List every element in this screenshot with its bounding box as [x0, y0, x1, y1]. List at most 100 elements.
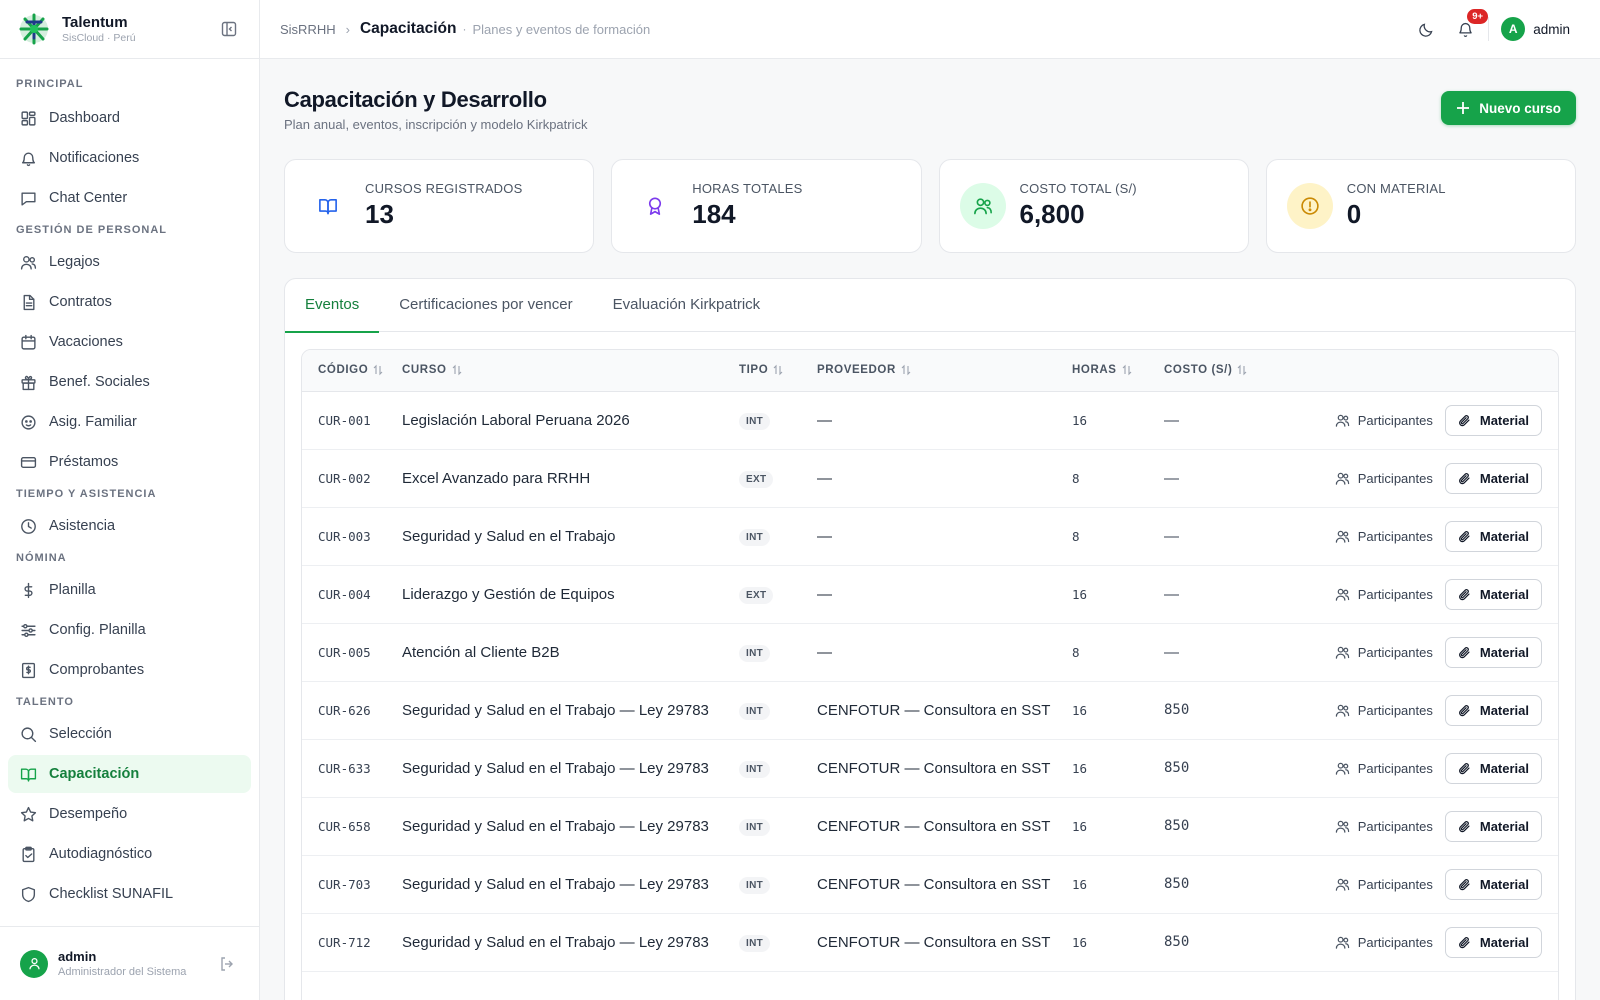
header-user-name[interactable]: admin [1533, 21, 1570, 37]
stat-icon [1286, 183, 1333, 229]
sidebar-item-label: Préstamos [49, 454, 119, 470]
material-button[interactable]: Material [1444, 694, 1542, 726]
participants-button[interactable]: Participantes [1335, 645, 1433, 660]
column-header-tipo[interactable]: TIPO [739, 350, 817, 392]
column-header-label: CÓDIGO [318, 364, 369, 377]
sidebar-user: admin Administrador del Sistema [0, 926, 259, 1000]
dashboard-icon [21, 110, 36, 126]
tab-eventos[interactable]: Eventos [285, 279, 380, 333]
sidebar-item-chat-center[interactable]: Chat Center [8, 179, 251, 217]
sidebar-item-asistencia[interactable]: Asistencia [8, 507, 251, 545]
new-course-button[interactable]: Nuevo curso [1441, 91, 1576, 125]
type-badge: EXT [739, 586, 774, 604]
cell-code: CUR-626 [302, 681, 402, 740]
sidebar-item-vacaciones[interactable]: Vacaciones [8, 323, 251, 361]
participants-label: Participantes [1357, 644, 1433, 660]
cell-course: Seguridad y Salud en el Trabajo — Ley 29… [402, 913, 739, 972]
users-icon [20, 255, 37, 270]
column-header-label: PROVEEDOR [817, 364, 896, 377]
sidebar-item-label: Benef. Sociales [49, 374, 150, 390]
cell-cost: — [1164, 623, 1294, 682]
breadcrumb-root[interactable]: SisRRHH [280, 21, 336, 37]
sidebar-user-role: Administrador del Sistema [58, 965, 187, 978]
nav-section-title: GESTIÓN DE PERSONAL [16, 224, 168, 236]
sidebar-item-dashboard[interactable]: Dashboard [8, 99, 251, 137]
cell-hours: 16 [1072, 739, 1164, 798]
participants-button[interactable]: Participantes [1335, 761, 1433, 776]
material-button[interactable]: Material [1444, 462, 1542, 494]
material-button[interactable]: Material [1444, 868, 1542, 900]
file-icon [23, 294, 35, 310]
sidebar-item-legajos[interactable]: Legajos [8, 243, 251, 281]
participants-button[interactable]: Participantes [1335, 935, 1433, 950]
material-button[interactable]: Material [1444, 636, 1542, 668]
participants-button[interactable]: Participantes [1335, 413, 1433, 428]
participants-button[interactable]: Participantes [1335, 587, 1433, 602]
sidebar-item-autodiagnostico[interactable]: Autodiagnóstico [8, 835, 251, 873]
column-header-horas[interactable]: HORAS [1072, 350, 1164, 392]
participants-button[interactable]: Participantes [1335, 877, 1433, 892]
header-avatar[interactable]: A [1501, 17, 1526, 41]
stat-card-cursos-registrados: CURSOS REGISTRADOS 13 [284, 159, 595, 253]
tab-evaluacion-kirkpatrick[interactable]: Evaluación Kirkpatrick [612, 296, 761, 313]
cell-code: CUR-658 [302, 797, 402, 856]
sidebar-item-benef-sociales[interactable]: Benef. Sociales [8, 363, 251, 401]
sidebar-item-label: Asig. Familiar [49, 414, 137, 430]
main-content: Capacitación y Desarrollo Plan anual, ev… [260, 59, 1600, 1000]
cell-course: Seguridad y Salud en el Trabajo — Ley 29… [402, 739, 739, 798]
column-header-codigo[interactable]: CÓDIGO [302, 350, 402, 392]
sort-icon [773, 364, 783, 376]
material-button[interactable]: Material [1444, 578, 1542, 610]
sidebar-item-notificaciones[interactable]: Notificaciones [8, 139, 251, 177]
sidebar-item-label: Vacaciones [49, 334, 123, 350]
sidebar-item-planilla[interactable]: Planilla [8, 571, 251, 609]
material-button[interactable]: Material [1444, 404, 1542, 436]
notifications-button[interactable]: 9+ [1457, 8, 1489, 38]
participants-button[interactable]: Participantes [1335, 529, 1433, 544]
sidebar-item-asig-familiar[interactable]: Asig. Familiar [8, 403, 251, 441]
sidebar-collapse-icon[interactable] [221, 21, 237, 37]
material-label: Material [1479, 644, 1529, 660]
participants-button[interactable]: Participantes [1335, 819, 1433, 834]
sidebar-user-name: admin [58, 948, 97, 964]
sidebar-item-config-planilla[interactable]: Config. Planilla [8, 611, 251, 649]
stats-row: CURSOS REGISTRADOS 13 HORAS TOTALES 184 COST… [284, 159, 1576, 253]
column-header-proveedor[interactable]: PROVEEDOR [817, 350, 1072, 392]
type-badge: INT [739, 760, 771, 778]
sidebar-item-prestamos[interactable]: Préstamos [8, 443, 251, 481]
participants-button[interactable]: Participantes [1335, 703, 1433, 718]
material-label: Material [1479, 470, 1529, 486]
tab-certificaciones-por-vencer[interactable]: Certificaciones por vencer [399, 296, 573, 313]
sidebar-item-contratos[interactable]: Contratos [8, 283, 251, 321]
material-button[interactable]: Material [1444, 810, 1542, 842]
column-header-label: TIPO [739, 364, 769, 377]
table-row: CUR-002 Excel Avanzado para RRHH EXT —8— Par… [302, 449, 1558, 508]
material-label: Material [1479, 702, 1529, 718]
material-button[interactable]: Material [1444, 520, 1542, 552]
sidebar-item-desempeno[interactable]: Desempeño [8, 795, 251, 833]
moon-icon[interactable] [1418, 21, 1435, 38]
sidebar-item-comprobantes[interactable]: Comprobantes [8, 651, 251, 689]
participants-label: Participantes [1357, 934, 1433, 950]
sidebar-item-capacitacion[interactable]: Capacitación [8, 755, 251, 793]
sidebar-item-checklist-sunafil[interactable]: Checklist SUNAFIL [8, 875, 251, 913]
material-button[interactable]: Material [1444, 752, 1542, 784]
table-header-row: CÓDIGO CURSO TIPO PROVEEDOR HORAS COSTO (S/) [302, 350, 1558, 392]
column-header-curso[interactable]: CURSO [402, 350, 739, 392]
material-button[interactable]: Material [1444, 926, 1542, 958]
sidebar-item-label: Autodiagnóstico [49, 846, 153, 862]
participants-button[interactable]: Participantes [1335, 471, 1433, 486]
sidebar-item-label: Notificaciones [49, 150, 140, 166]
users-icon [1335, 936, 1349, 949]
type-badge: INT [739, 644, 771, 662]
sidebar-item-seleccion[interactable]: Selección [8, 715, 251, 753]
logout-icon[interactable] [219, 956, 235, 972]
cell-provider: — [817, 391, 1072, 450]
cell-provider: CENFOTUR — Consultora en SST [817, 913, 1072, 972]
sidebar-item-label: Capacitación [49, 766, 140, 782]
page-subtitle: Plan anual, eventos, inscripción y model… [284, 117, 588, 132]
column-header-costo-s[interactable]: COSTO (S/) [1164, 350, 1294, 392]
cell-actions: Participantes Material [1294, 681, 1558, 740]
type-badge: INT [739, 876, 771, 894]
cell-provider: — [817, 565, 1072, 624]
